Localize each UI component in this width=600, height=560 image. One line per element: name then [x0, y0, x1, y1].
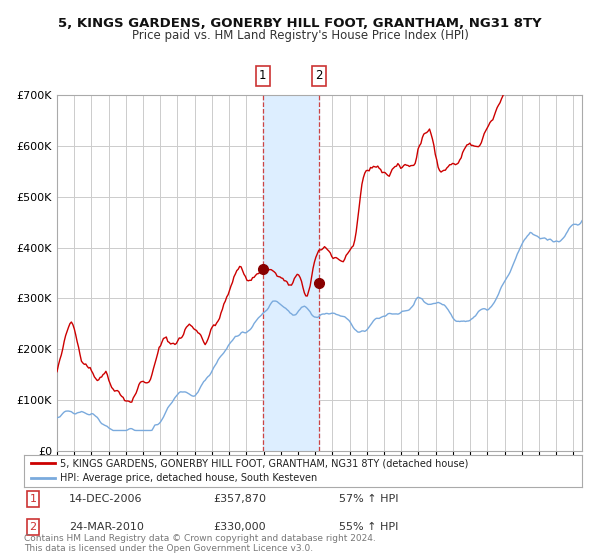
- Text: 57% ↑ HPI: 57% ↑ HPI: [339, 494, 398, 504]
- Text: 2: 2: [316, 69, 323, 82]
- Text: £330,000: £330,000: [213, 522, 266, 532]
- Text: Contains HM Land Registry data © Crown copyright and database right 2024.
This d: Contains HM Land Registry data © Crown c…: [24, 534, 376, 553]
- Text: 5, KINGS GARDENS, GONERBY HILL FOOT, GRANTHAM, NG31 8TY: 5, KINGS GARDENS, GONERBY HILL FOOT, GRA…: [58, 17, 542, 30]
- Text: 5, KINGS GARDENS, GONERBY HILL FOOT, GRANTHAM, NG31 8TY (detached house): 5, KINGS GARDENS, GONERBY HILL FOOT, GRA…: [60, 459, 469, 469]
- Text: HPI: Average price, detached house, South Kesteven: HPI: Average price, detached house, Sout…: [60, 473, 317, 483]
- Text: £357,870: £357,870: [213, 494, 266, 504]
- Text: 1: 1: [29, 494, 37, 504]
- Text: 2: 2: [29, 522, 37, 532]
- Text: 24-MAR-2010: 24-MAR-2010: [69, 522, 144, 532]
- Bar: [263, 95, 319, 451]
- Text: 55% ↑ HPI: 55% ↑ HPI: [339, 522, 398, 532]
- Text: Price paid vs. HM Land Registry's House Price Index (HPI): Price paid vs. HM Land Registry's House …: [131, 29, 469, 42]
- Text: 14-DEC-2006: 14-DEC-2006: [69, 494, 143, 504]
- Text: 1: 1: [259, 69, 266, 82]
